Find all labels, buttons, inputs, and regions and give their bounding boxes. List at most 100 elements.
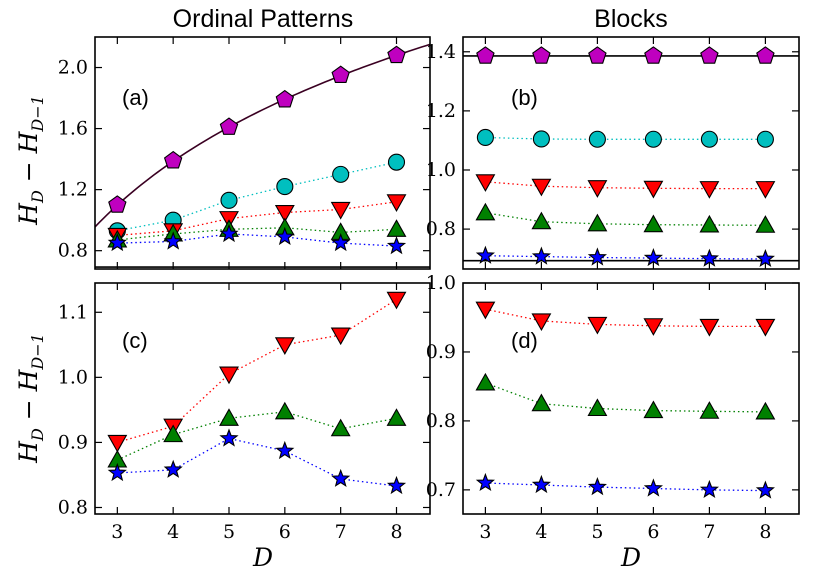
data-point-triangle_down (587, 180, 608, 198)
data-point-triangle_down (274, 337, 295, 355)
data-point-triangle_down (531, 313, 552, 332)
data-point-triangle_up (699, 214, 720, 233)
series-line-triangle_up (485, 382, 766, 413)
x-tick-label: 6 (647, 521, 659, 543)
y-tick-label: 0.8 (426, 410, 456, 432)
series-line-triangle_down (117, 298, 397, 444)
data-point-pentagon (644, 46, 663, 64)
data-point-triangle_down (475, 301, 496, 320)
y-tick-label: 0.8 (58, 240, 88, 262)
x-tick-label: 4 (167, 521, 179, 543)
x-tick-label: 8 (759, 521, 771, 543)
plot-area (95, 43, 430, 268)
data-point-triangle_down (219, 366, 239, 385)
data-point-circle (644, 130, 662, 148)
data-point-triangle_up (386, 219, 407, 237)
panel-label: (a) (122, 85, 149, 110)
data-point-triangle_down (755, 318, 776, 337)
data-point-star (107, 462, 127, 482)
panel-b: 0.8 1.0 1.2 1.4 (b) (426, 36, 800, 270)
x-tick-label: 7 (335, 521, 347, 543)
data-point-triangle_up (219, 408, 239, 426)
series-line-circle (117, 161, 397, 232)
data-point-star (219, 428, 239, 447)
panel-label: (b) (511, 85, 538, 110)
y-tick-label: 1.0 (58, 366, 88, 388)
data-point-star (531, 246, 551, 265)
panel-label: (c) (122, 328, 148, 353)
data-point-triangle_down (386, 194, 407, 212)
data-point-circle (756, 130, 774, 148)
series-line-star (117, 437, 397, 487)
column-title-ordinal: Ordinal Patterns (173, 5, 354, 33)
data-point-triangle_down (699, 181, 720, 199)
y-tick-label: 0.7 (426, 479, 456, 501)
data-point-triangle_down (475, 174, 496, 192)
data-point-pentagon (476, 46, 495, 64)
data-point-star (275, 440, 295, 460)
data-point-star (475, 245, 495, 264)
y-axis-label-top: HD − HD−1 (14, 95, 47, 226)
series-line-circle (485, 136, 766, 140)
data-point-star (219, 223, 239, 243)
data-point-star (531, 474, 551, 494)
data-point-star (163, 459, 183, 478)
data-point-triangle_down (587, 316, 608, 335)
data-point-circle (276, 178, 294, 196)
series-line-triangle_down (485, 308, 766, 328)
data-point-triangle_up (274, 401, 295, 420)
data-point-triangle_down (274, 204, 295, 223)
data-point-pentagon (756, 46, 775, 64)
data-point-star (475, 472, 495, 492)
data-point-star (163, 231, 183, 250)
data-point-circle (700, 130, 718, 148)
data-point-circle (387, 153, 406, 171)
x-tick-label: 5 (223, 521, 235, 543)
series-line-triangle_up (485, 212, 766, 226)
data-point-pentagon (219, 117, 239, 135)
x-tick-label: 3 (479, 521, 491, 543)
data-point-triangle_up (755, 215, 776, 233)
axes-frame (94, 36, 431, 270)
y-tick-label: 1.6 (58, 118, 88, 140)
y-tick-label: 1.4 (426, 41, 456, 63)
data-point-triangle_up (587, 213, 608, 232)
series-line-triangle_down (485, 181, 766, 190)
data-point-star (587, 247, 607, 266)
data-point-circle (476, 128, 494, 147)
column-title-blocks: Blocks (594, 5, 668, 33)
x-axis-label-right: D (620, 543, 641, 572)
series-line-triangle_down (117, 201, 397, 237)
axes-frame (462, 282, 800, 515)
panel-c: 3 4 5 6 7 8 0.8 0.9 1.0 1.1 (c) (58, 282, 431, 543)
data-point-star (755, 248, 775, 268)
data-point-star (755, 480, 775, 499)
y-tick-label: 1.2 (426, 100, 456, 122)
data-point-pentagon (275, 89, 295, 108)
data-point-star (643, 248, 663, 267)
x-tick-label: 8 (390, 521, 402, 543)
plot-area (463, 46, 799, 268)
data-point-triangle_up (531, 211, 552, 230)
data-point-circle (532, 130, 550, 148)
data-point-triangle_up (163, 424, 184, 443)
data-point-pentagon (331, 65, 350, 83)
data-point-star (699, 479, 719, 498)
y-tick-label: 1.1 (58, 301, 88, 323)
x-tick-label: 4 (535, 521, 547, 543)
x-tick-label: 3 (111, 521, 123, 543)
x-tick-label: 5 (591, 521, 603, 543)
data-point-triangle_up (587, 398, 608, 417)
y-tick-label: 0.9 (426, 341, 456, 363)
axes-frame (462, 36, 800, 270)
y-tick-label: 1.2 (58, 179, 88, 201)
data-point-triangle_down (107, 434, 128, 453)
data-point-circle (332, 165, 350, 183)
data-point-pentagon (387, 45, 406, 64)
data-point-pentagon (108, 195, 127, 213)
data-point-pentagon (700, 46, 719, 64)
y-tick-label: 0.9 (58, 431, 88, 453)
y-tick-label: 0.8 (58, 496, 88, 518)
axes-frame (94, 282, 431, 515)
